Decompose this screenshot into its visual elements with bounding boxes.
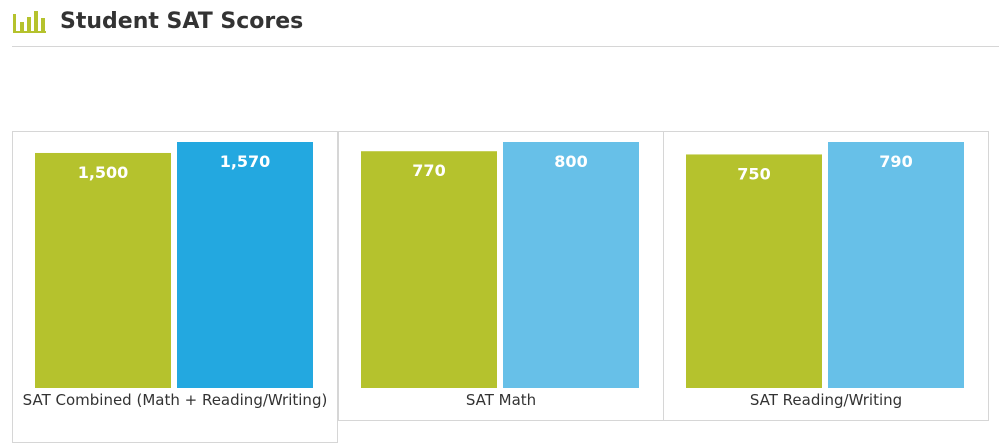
chart-svg-combined: 1,500 1,570 — [35, 142, 313, 388]
bar-value-label: 1,570 — [220, 152, 271, 171]
bar-value-label: 1,500 — [78, 163, 129, 182]
bar — [361, 151, 497, 388]
bar — [686, 154, 822, 388]
bar-chart-icon — [13, 11, 46, 33]
bar — [828, 142, 964, 388]
bar-value-label: 770 — [412, 161, 445, 180]
bar — [503, 142, 639, 388]
bar-value-label: 790 — [879, 152, 912, 171]
page-title: Student SAT Scores — [60, 9, 304, 34]
chart-panel-reading-writing: 750 790 SAT Reading/Writing — [663, 131, 989, 421]
bar — [35, 152, 171, 388]
bar — [177, 142, 313, 388]
bar-value-label: 800 — [554, 152, 587, 171]
chart-panel-math: 770 800 SAT Math — [338, 131, 664, 421]
chart-svg-math: 770 800 — [361, 142, 639, 388]
bar-value-label: 750 — [737, 164, 770, 183]
chart-svg-reading-writing: 750 790 — [686, 142, 964, 388]
chart-header: Student SAT Scores — [12, 6, 999, 47]
category-label: SAT Combined (Math + Reading/Writing) — [22, 391, 328, 409]
category-label: SAT Math — [465, 391, 537, 409]
chart-panel-combined: 1,500 1,570 SAT Combined (Math + Reading/… — [12, 131, 338, 443]
category-label: SAT Reading/Writing — [749, 391, 903, 409]
